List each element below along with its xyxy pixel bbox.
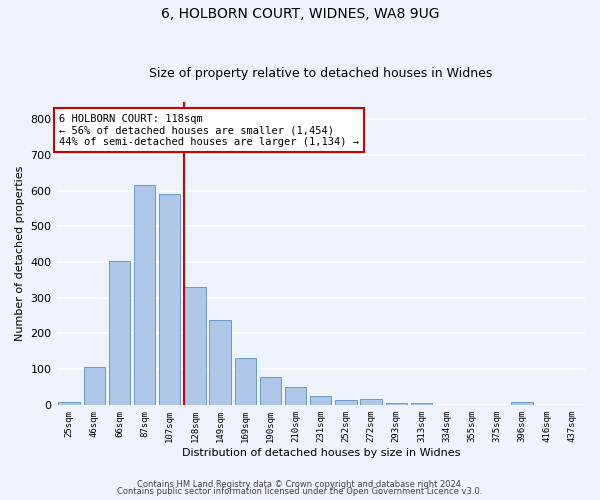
- Text: Contains HM Land Registry data © Crown copyright and database right 2024.: Contains HM Land Registry data © Crown c…: [137, 480, 463, 489]
- Bar: [361, 399, 382, 405]
- Y-axis label: Number of detached properties: Number of detached properties: [15, 166, 25, 341]
- Bar: [134, 186, 155, 405]
- Bar: [83, 366, 105, 405]
- Text: 6 HOLBORN COURT: 118sqm
← 56% of detached houses are smaller (1,454)
44% of semi: 6 HOLBORN COURT: 118sqm ← 56% of detache…: [59, 114, 359, 147]
- Bar: [335, 400, 356, 405]
- Bar: [58, 402, 80, 405]
- Bar: [285, 386, 307, 405]
- Bar: [260, 378, 281, 405]
- X-axis label: Distribution of detached houses by size in Widnes: Distribution of detached houses by size …: [182, 448, 460, 458]
- Bar: [184, 287, 206, 405]
- Text: Contains public sector information licensed under the Open Government Licence v3: Contains public sector information licen…: [118, 487, 482, 496]
- Bar: [411, 402, 432, 405]
- Bar: [209, 320, 231, 405]
- Bar: [386, 404, 407, 405]
- Bar: [159, 194, 181, 405]
- Text: 6, HOLBORN COURT, WIDNES, WA8 9UG: 6, HOLBORN COURT, WIDNES, WA8 9UG: [161, 8, 439, 22]
- Title: Size of property relative to detached houses in Widnes: Size of property relative to detached ho…: [149, 66, 493, 80]
- Bar: [235, 358, 256, 405]
- Bar: [511, 402, 533, 405]
- Bar: [310, 396, 331, 405]
- Bar: [109, 261, 130, 405]
